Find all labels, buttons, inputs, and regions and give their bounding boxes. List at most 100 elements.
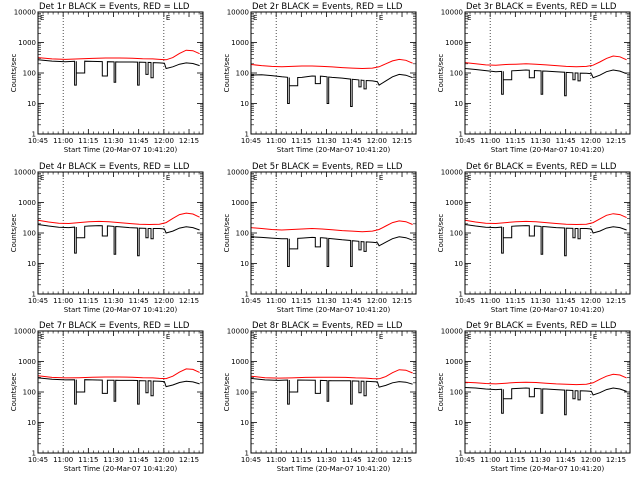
x-tick-label: 11:00 — [53, 456, 73, 464]
y-tick-label: 100 — [236, 230, 249, 238]
lld-series-line — [37, 368, 200, 380]
x-tick-label: 11:30 — [530, 137, 550, 145]
events-series-line — [37, 224, 200, 257]
event-marker-label-right: E — [166, 333, 170, 341]
event-marker-label-right: E — [166, 174, 170, 182]
y-tick-label: 1 — [459, 131, 463, 139]
event-marker-label-left: E — [40, 14, 44, 22]
panel-grid: Det 1r BLACK = Events, RED = LLD 1 10 100 10… — [10, 2, 631, 473]
x-tick-label: 11:30 — [530, 297, 550, 305]
x-tick-label: 10:45 — [28, 137, 48, 145]
lld-series-line — [250, 369, 413, 380]
x-tick-label: 11:30 — [103, 297, 123, 305]
panel-title: Det 6r BLACK = Events, RED = LLD — [466, 162, 617, 172]
x-tick-label: 11:15 — [291, 456, 311, 464]
y-tick-label: 1000 — [231, 358, 249, 366]
x-tick-label: 11:15 — [505, 456, 525, 464]
y-axis-label: Counts/sec — [10, 54, 18, 93]
y-tick-label: 1000 — [445, 39, 463, 47]
y-tick-label: 10000 — [227, 169, 249, 177]
panel-title: Det 8r BLACK = Events, RED = LLD — [252, 321, 403, 331]
y-tick-label: 100 — [450, 389, 463, 397]
y-axis-label: Counts/sec — [437, 214, 445, 253]
events-series-line — [464, 68, 627, 97]
event-marker-label-left: E — [253, 333, 257, 341]
x-tick-label: 11:30 — [316, 297, 336, 305]
x-tick-label: 11:15 — [78, 137, 98, 145]
x-tick-label: 12:00 — [581, 297, 601, 305]
x-tick-label: 11:30 — [103, 456, 123, 464]
plot-frame — [37, 171, 204, 295]
x-tick-label: 12:15 — [392, 456, 412, 464]
event-marker-label-right: E — [593, 14, 597, 22]
x-tick-label: 12:15 — [392, 297, 412, 305]
y-tick-label: 1 — [245, 450, 249, 458]
x-tick-label: 12:00 — [367, 456, 387, 464]
x-tick-label: 11:15 — [78, 297, 98, 305]
event-marker-label-right: E — [379, 174, 383, 182]
lld-series-line — [250, 220, 413, 233]
panel-title: Det 5r BLACK = Events, RED = LLD — [252, 162, 403, 172]
panel-title: Det 9r BLACK = Events, RED = LLD — [466, 321, 617, 331]
x-tick-label: 11:45 — [556, 456, 576, 464]
x-tick-label: 11:30 — [103, 137, 123, 145]
x-tick-label: 11:30 — [316, 456, 336, 464]
x-tick-label: 11:45 — [129, 297, 149, 305]
x-tick-label: 12:15 — [392, 137, 412, 145]
events-series-line — [250, 73, 413, 107]
detector-panel-4: Det 4r BLACK = Events, RED = LLD 1 10 100 10… — [10, 162, 204, 314]
events-series-line — [250, 377, 413, 405]
y-tick-label: 10 — [454, 100, 463, 108]
lld-series-line — [464, 55, 627, 68]
panel-title: Det 1r BLACK = Events, RED = LLD — [39, 2, 190, 12]
y-tick-label: 1 — [32, 291, 36, 299]
x-tick-label: 12:15 — [179, 456, 199, 464]
y-tick-label: 1000 — [18, 358, 36, 366]
x-tick-label: 12:00 — [367, 137, 387, 145]
y-tick-label: 10000 — [14, 9, 36, 17]
events-series-line — [464, 387, 627, 416]
x-tick-label: 10:45 — [455, 456, 475, 464]
y-tick-label: 1 — [459, 450, 463, 458]
y-tick-label: 10 — [27, 260, 36, 268]
event-marker-label-left: E — [467, 14, 471, 22]
y-tick-label: 10000 — [14, 169, 36, 177]
y-tick-label: 10 — [27, 100, 36, 108]
lld-series-line — [464, 213, 627, 226]
y-tick-label: 1 — [245, 131, 249, 139]
plot-frame — [250, 171, 417, 295]
plot-frame — [37, 11, 204, 135]
x-axis-label: Start Time (20-Mar-07 10:41:20) — [491, 306, 605, 314]
y-tick-label: 1000 — [445, 199, 463, 207]
x-axis-label: Start Time (20-Mar-07 10:41:20) — [491, 146, 605, 154]
x-axis-label: Start Time (20-Mar-07 10:41:20) — [277, 465, 391, 473]
y-axis-label: Counts/sec — [437, 373, 445, 412]
panel-title: Det 2r BLACK = Events, RED = LLD — [252, 2, 403, 12]
y-tick-label: 1000 — [18, 199, 36, 207]
events-series-line — [37, 59, 200, 86]
x-tick-label: 12:15 — [179, 137, 199, 145]
y-tick-label: 10 — [27, 419, 36, 427]
x-axis-label: Start Time (20-Mar-07 10:41:20) — [64, 465, 178, 473]
y-axis-label: Counts/sec — [223, 373, 231, 412]
panel-title: Det 7r BLACK = Events, RED = LLD — [39, 321, 190, 331]
y-tick-label: 10000 — [227, 9, 249, 17]
event-marker-label-right: E — [166, 14, 170, 22]
y-tick-label: 100 — [23, 230, 36, 238]
event-marker-label-right: E — [593, 174, 597, 182]
x-tick-label: 10:45 — [241, 456, 261, 464]
y-tick-label: 10 — [240, 100, 249, 108]
event-marker-label-right: E — [593, 333, 597, 341]
x-tick-label: 11:00 — [53, 297, 73, 305]
x-axis-label: Start Time (20-Mar-07 10:41:20) — [64, 146, 178, 154]
y-tick-label: 100 — [23, 389, 36, 397]
event-marker-label-left: E — [40, 333, 44, 341]
y-tick-label: 100 — [450, 230, 463, 238]
events-series-line — [464, 224, 627, 257]
plot-frame — [250, 330, 417, 454]
x-tick-label: 12:00 — [581, 456, 601, 464]
x-tick-label: 10:45 — [28, 297, 48, 305]
y-tick-label: 100 — [236, 70, 249, 78]
x-tick-label: 12:00 — [367, 297, 387, 305]
